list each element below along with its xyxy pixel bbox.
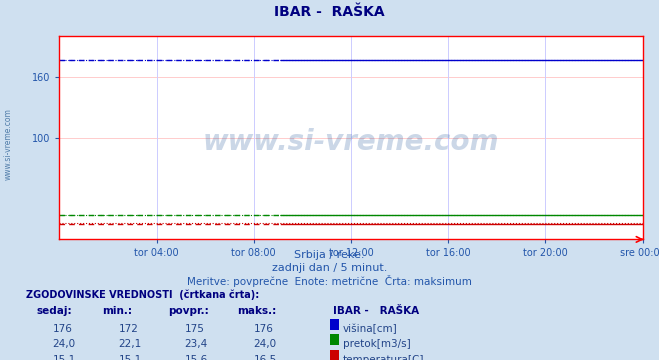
- Text: 22,1: 22,1: [119, 339, 142, 350]
- Text: www.si-vreme.com: www.si-vreme.com: [203, 128, 499, 156]
- Text: 15,1: 15,1: [119, 355, 142, 360]
- Text: 176: 176: [254, 324, 273, 334]
- Text: pretok[m3/s]: pretok[m3/s]: [343, 339, 411, 350]
- Text: maks.:: maks.:: [237, 306, 277, 316]
- Text: 23,4: 23,4: [185, 339, 208, 350]
- Text: 16,5: 16,5: [254, 355, 277, 360]
- Text: IBAR -   RAŠKA: IBAR - RAŠKA: [333, 306, 419, 316]
- Text: 15,6: 15,6: [185, 355, 208, 360]
- Text: min.:: min.:: [102, 306, 132, 316]
- Text: www.si-vreme.com: www.si-vreme.com: [4, 108, 13, 180]
- Text: Meritve: povprečne  Enote: metrične  Črta: maksimum: Meritve: povprečne Enote: metrične Črta:…: [187, 275, 472, 287]
- Text: povpr.:: povpr.:: [168, 306, 209, 316]
- Text: IBAR -  RAŠKA: IBAR - RAŠKA: [274, 5, 385, 19]
- Text: 172: 172: [119, 324, 138, 334]
- Text: zadnji dan / 5 minut.: zadnji dan / 5 minut.: [272, 263, 387, 273]
- Text: temperatura[C]: temperatura[C]: [343, 355, 424, 360]
- Text: 24,0: 24,0: [254, 339, 277, 350]
- Text: višina[cm]: višina[cm]: [343, 324, 397, 334]
- Text: 15,1: 15,1: [53, 355, 76, 360]
- Text: Srbija / reke.: Srbija / reke.: [295, 250, 364, 260]
- Text: 176: 176: [53, 324, 72, 334]
- Text: ZGODOVINSKE VREDNOSTI  (črtkana črta):: ZGODOVINSKE VREDNOSTI (črtkana črta):: [26, 290, 260, 300]
- Text: 175: 175: [185, 324, 204, 334]
- Text: 24,0: 24,0: [53, 339, 76, 350]
- Text: sedaj:: sedaj:: [36, 306, 72, 316]
